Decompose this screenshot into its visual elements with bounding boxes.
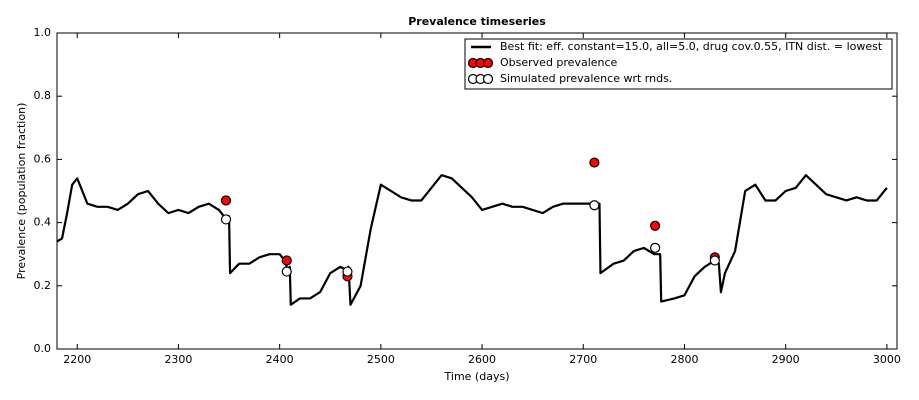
- y-axis-label: Prevalence (population fraction): [15, 103, 28, 280]
- data-point: [589, 157, 600, 168]
- x-tick-label: 2500: [367, 353, 395, 366]
- data-point: [281, 255, 292, 266]
- legend-box: [464, 38, 893, 90]
- series-line: [56, 174, 888, 306]
- data-point: [220, 195, 232, 206]
- plot-frame: [56, 32, 898, 350]
- data-point: [281, 266, 292, 277]
- legend-marker: [482, 57, 494, 69]
- y-tick-label: 0.4: [34, 216, 52, 229]
- data-point: [650, 242, 661, 253]
- chart-title: Prevalence timeseries: [408, 15, 546, 28]
- y-tick-label: 0.0: [34, 342, 52, 355]
- y-tick-label: 1.0: [34, 26, 52, 39]
- data-point: [342, 266, 353, 277]
- legend-marker: [482, 73, 494, 85]
- x-tick-label: 2200: [63, 353, 91, 366]
- legend-label: Observed prevalence: [500, 56, 618, 69]
- x-tick-label: 3000: [873, 353, 901, 366]
- legend-label: Simulated prevalence wrt rnds.: [500, 72, 672, 85]
- legend-label: Best fit: eff. constant=15.0, all=5.0, d…: [500, 40, 883, 53]
- data-point: [220, 214, 232, 225]
- y-tick-label: 0.6: [34, 152, 52, 165]
- data-point: [709, 255, 720, 266]
- x-tick-label: 2600: [468, 353, 496, 366]
- y-tick-label: 0.2: [34, 279, 52, 292]
- data-point: [589, 200, 600, 211]
- x-tick-label: 2400: [266, 353, 294, 366]
- x-axis-label: Time (days): [444, 370, 510, 383]
- data-point: [650, 220, 661, 231]
- x-tick-label: 2800: [670, 353, 698, 366]
- x-tick-label: 2700: [569, 353, 597, 366]
- y-tick-label: 0.8: [34, 89, 52, 102]
- x-tick-label: 2900: [772, 353, 800, 366]
- x-tick-label: 2300: [164, 353, 192, 366]
